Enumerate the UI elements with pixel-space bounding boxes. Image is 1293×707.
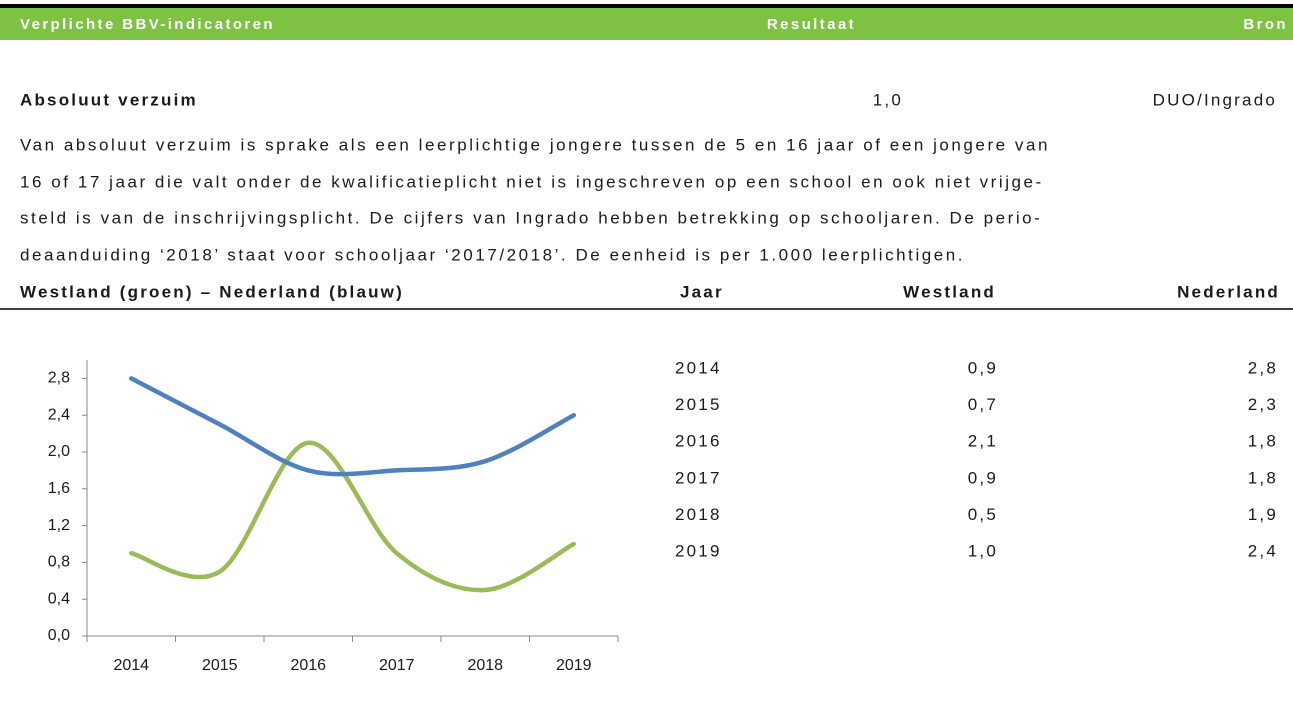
indicator-source: DUO/Ingrado [1153,90,1277,109]
description-line: steld is van de inschrijvingsplicht. De … [20,208,1042,227]
y-tick-label: 1,6 [48,480,70,497]
y-tick-label: 0,0 [48,627,70,644]
table-cell: 1,0 [968,541,998,560]
description-line: Van absoluut verzuim is sprake als een l… [20,135,1050,154]
y-tick-label: 2,0 [48,443,70,460]
x-tick-label: 2016 [290,657,326,674]
table-cell: 2,3 [1248,395,1278,414]
table-header: Jaar [680,282,724,301]
y-tick-label: 2,8 [48,370,70,387]
table-cell: 0,5 [968,505,998,524]
top-rule [0,4,1293,8]
table-cell: 2017 [675,468,722,487]
table-header: Nederland [1177,282,1280,301]
table-cell: 2015 [675,395,722,414]
table-cell: 0,7 [968,395,998,414]
indicator-result: 1,0 [873,90,903,109]
table-cell: 2016 [675,432,722,451]
x-tick-label: 2019 [556,657,592,674]
table-cell: 1,8 [1248,468,1278,487]
table-cell: 0,9 [968,358,998,377]
indicator-name: Absoluut verzuim [20,90,198,109]
x-tick-label: 2017 [379,657,415,674]
header-result: Resultaat [767,16,856,33]
table-cell: 0,9 [968,468,998,487]
x-tick-label: 2018 [467,657,503,674]
header-bar [0,8,1293,40]
table-cell: 2014 [675,358,722,377]
table-cell: 1,9 [1248,505,1278,524]
x-tick-label: 2015 [202,657,238,674]
series-line [129,376,576,477]
y-tick-label: 0,4 [48,590,70,607]
description-line: deaanduiding ‘2018’ staat voor schooljaa… [20,245,965,264]
y-tick-label: 0,8 [48,554,70,571]
table-cell: 2,1 [968,432,998,451]
x-tick-label: 2014 [113,657,149,674]
table-cell: 1,8 [1248,432,1278,451]
series-line [129,440,576,593]
table-cell: 2,4 [1248,541,1278,560]
y-tick-label: 1,2 [48,517,70,534]
y-tick-label: 2,4 [48,406,70,423]
description-line: 16 of 17 jaar die valt onder de kwalific… [20,172,1044,191]
table-header: Westland [903,282,996,301]
header-title: Verplichte BBV-indicatoren [20,16,275,33]
table-cell: 2019 [675,541,722,560]
table-cell: 2018 [675,505,722,524]
header-source: Bron [1243,16,1288,33]
table-header: Westland (groen) – Nederland (blauw) [20,282,404,301]
table-cell: 2,8 [1248,358,1278,377]
